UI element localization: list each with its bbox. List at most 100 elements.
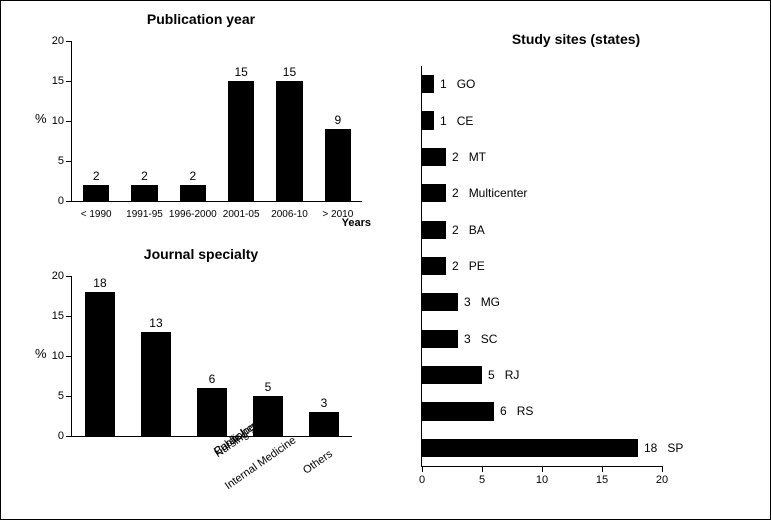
bar: 15 bbox=[228, 81, 255, 201]
hbar-label: 3 MG bbox=[458, 295, 500, 309]
hbar-label: 2 BA bbox=[446, 223, 485, 237]
x-tick-label: 5 bbox=[479, 466, 485, 486]
study-sites-chart: Study sites (states) 051015201 GO1 CE2 M… bbox=[401, 11, 751, 511]
hbar-category: MT bbox=[459, 150, 486, 164]
bar: 3 bbox=[309, 412, 340, 436]
hbar: 2 PE bbox=[422, 257, 446, 275]
bar: 9 bbox=[325, 129, 352, 201]
hbar: 18 SP bbox=[422, 439, 638, 457]
bar: 5 bbox=[253, 396, 284, 436]
bar-value-label: 13 bbox=[149, 316, 162, 330]
bar: 2 bbox=[131, 185, 158, 201]
hbar-value: 6 bbox=[500, 404, 507, 418]
bar-value-label: 18 bbox=[93, 276, 106, 290]
bar: 2 bbox=[180, 185, 207, 201]
study-sites-plot-area: 051015201 GO1 CE2 MT2 Multicenter2 BA2 P… bbox=[421, 66, 662, 467]
hbar-value: 1 bbox=[440, 114, 447, 128]
hbar-label: 2 PE bbox=[446, 259, 485, 273]
bar-value-label: 2 bbox=[141, 169, 148, 183]
y-tick-label: 15 bbox=[52, 310, 72, 322]
bar-category-label: 2006-10 bbox=[271, 209, 308, 220]
x-tick-label: 20 bbox=[656, 466, 668, 486]
bar: 18 bbox=[85, 292, 116, 436]
bar-category-label: 1996-2000 bbox=[169, 209, 217, 220]
hbar-category: CE bbox=[447, 114, 474, 128]
study-sites-title: Study sites (states) bbox=[401, 31, 751, 47]
publication-year-title: Publication year bbox=[21, 11, 381, 27]
y-tick-label: 10 bbox=[52, 350, 72, 362]
hbar: 1 CE bbox=[422, 111, 434, 129]
page: Publication year 051015202< 199021991-95… bbox=[0, 0, 771, 520]
hbar-label: 1 GO bbox=[434, 77, 475, 91]
hbar-label: 18 SP bbox=[638, 441, 683, 455]
hbar: 3 SC bbox=[422, 330, 458, 348]
hbar: 3 MG bbox=[422, 293, 458, 311]
hbar: 6 RS bbox=[422, 402, 494, 420]
bar-category-label: Nursing bbox=[213, 448, 223, 460]
hbar-value: 2 bbox=[452, 259, 459, 273]
hbar-label: 5 RJ bbox=[482, 368, 519, 382]
y-tick-label: 20 bbox=[52, 35, 72, 47]
hbar: 2 BA bbox=[422, 221, 446, 239]
journal-specialty-title: Journal specialty bbox=[21, 246, 381, 262]
bar: 2 bbox=[83, 185, 110, 201]
x-tick-label: 0 bbox=[419, 466, 425, 486]
bar-value-label: 5 bbox=[265, 380, 272, 394]
bar-category-label: Internal Medicine bbox=[223, 448, 279, 492]
hbar: 1 GO bbox=[422, 75, 434, 93]
y-tick-label: 10 bbox=[52, 115, 72, 127]
publication-year-chart: Publication year 0 5 10 15 20 2 < 1990 2 1991-95… bbox=[21, 11, 381, 241]
bar: 15 bbox=[276, 81, 303, 201]
hbar-value: 2 bbox=[452, 150, 459, 164]
publication-year-x-axis-label: Years bbox=[342, 217, 371, 229]
hbar-label: 3 SC bbox=[458, 332, 497, 346]
bar-category-label: 1991-95 bbox=[126, 209, 163, 220]
bar-category-label: Others bbox=[233, 448, 335, 524]
bar-value-label: 6 bbox=[209, 372, 216, 386]
bar-value-label: 3 bbox=[321, 396, 328, 410]
left-column: Publication year 051015202< 199021991-95… bbox=[21, 11, 381, 511]
bar-value-label: 15 bbox=[283, 65, 296, 79]
journal-specialty-y-axis-label: % bbox=[35, 346, 47, 361]
y-tick-label: 20 bbox=[52, 270, 72, 282]
y-tick-label: 0 bbox=[58, 195, 72, 207]
hbar-label: 1 CE bbox=[434, 114, 473, 128]
bar-value-label: 15 bbox=[234, 65, 247, 79]
publication-year-plot-area: 051015202< 199021991-9521996-2000152001-… bbox=[71, 41, 362, 202]
x-tick-label: 10 bbox=[536, 466, 548, 486]
bar-value-label: 9 bbox=[334, 113, 341, 127]
hbar-value: 2 bbox=[452, 186, 459, 200]
hbar-category: PE bbox=[459, 259, 485, 273]
hbar-category: SC bbox=[471, 332, 498, 346]
hbar-category: RS bbox=[507, 404, 534, 418]
hbar-category: Multicenter bbox=[459, 186, 528, 200]
hbar-label: 6 RS bbox=[494, 404, 533, 418]
hbar-category: SP bbox=[657, 441, 683, 455]
hbar-value: 3 bbox=[464, 295, 471, 309]
hbar-label: 2 Multicenter bbox=[446, 186, 527, 200]
hbar-value: 3 bbox=[464, 332, 471, 346]
bar-value-label: 2 bbox=[189, 169, 196, 183]
hbar: 2 Multicenter bbox=[422, 184, 446, 202]
hbar-value: 2 bbox=[452, 223, 459, 237]
journal-specialty-chart: Journal specialty 0510152018Cardiology13… bbox=[21, 246, 381, 506]
hbar-label: 2 MT bbox=[446, 150, 486, 164]
hbar-category: GO bbox=[447, 77, 476, 91]
hbar-value: 5 bbox=[488, 368, 495, 382]
hbar-value: 1 bbox=[440, 77, 447, 91]
publication-year-y-axis-label: % bbox=[35, 111, 47, 126]
x-tick-label: 15 bbox=[596, 466, 608, 486]
hbar-value: 18 bbox=[644, 441, 657, 455]
right-column: Study sites (states) 051015201 GO1 CE2 M… bbox=[401, 11, 751, 511]
y-tick-label: 0 bbox=[58, 430, 72, 442]
journal-specialty-plot-area: 0510152018Cardiology13Public health6Nurs… bbox=[71, 276, 352, 437]
bar-category-label: < 1990 bbox=[81, 209, 112, 220]
y-tick-label: 5 bbox=[58, 390, 72, 402]
y-tick-label: 5 bbox=[58, 155, 72, 167]
y-tick-label: 15 bbox=[52, 75, 72, 87]
bar-value-label: 2 bbox=[93, 169, 100, 183]
bar: 13 bbox=[141, 332, 172, 436]
hbar-category: MG bbox=[471, 295, 500, 309]
hbar: 2 MT bbox=[422, 148, 446, 166]
hbar: 5 RJ bbox=[422, 366, 482, 384]
